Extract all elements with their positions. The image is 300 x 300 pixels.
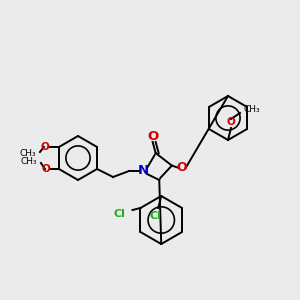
Text: O: O xyxy=(226,117,236,127)
Text: O: O xyxy=(147,130,158,142)
Text: O: O xyxy=(41,164,50,174)
Text: O: O xyxy=(40,142,49,152)
Text: Cl: Cl xyxy=(114,209,125,219)
Text: Cl: Cl xyxy=(149,211,161,221)
Text: N: N xyxy=(137,164,148,178)
Text: CH₃: CH₃ xyxy=(244,106,261,115)
Text: CH₃: CH₃ xyxy=(19,149,36,158)
Text: CH₃: CH₃ xyxy=(20,157,37,166)
Text: O: O xyxy=(176,161,187,174)
